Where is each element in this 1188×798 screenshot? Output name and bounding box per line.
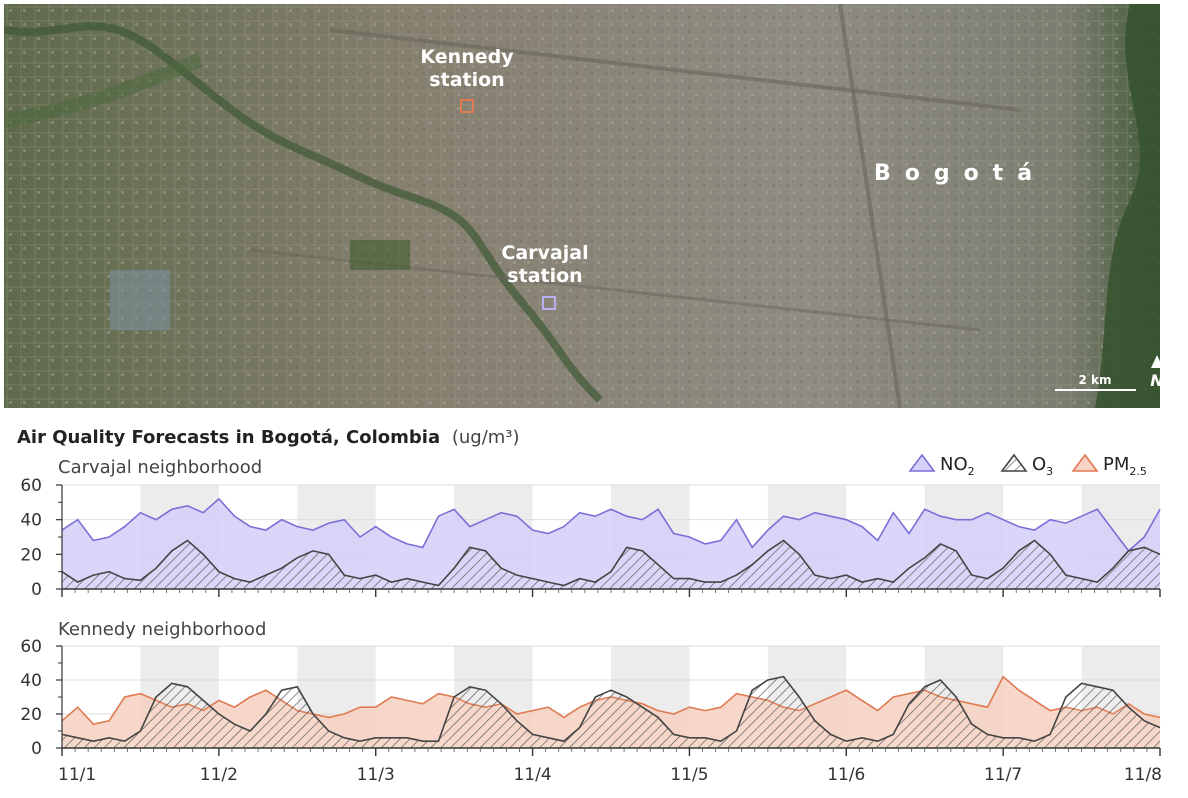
scale-label: 2 km bbox=[1078, 373, 1111, 387]
greenhouses bbox=[110, 270, 170, 330]
legend-o3: O3 bbox=[1032, 454, 1053, 478]
x-tick-label: 11/1 bbox=[58, 765, 96, 785]
chart-title-line: Air Quality Forecasts in Bogotá, Colombi… bbox=[17, 427, 520, 448]
road bbox=[329, 28, 1021, 112]
series-line-no2 bbox=[61, 497, 1161, 553]
panel-subtitle: Carvajal neighborhood bbox=[58, 457, 262, 478]
series-area-o3 bbox=[62, 676, 1160, 748]
y-tick-label: 0 bbox=[31, 580, 42, 600]
series-line-o3 bbox=[61, 675, 1161, 743]
y-tick-label: 0 bbox=[31, 739, 42, 759]
y-tick-label: 40 bbox=[20, 671, 42, 691]
carvajal-station-marker bbox=[542, 296, 556, 310]
river bbox=[4, 22, 603, 403]
carvajal-label-line1: Carvajal bbox=[501, 242, 588, 264]
carvajal-label-line2: station bbox=[507, 265, 582, 287]
panel-subtitle: Kennedy neighborhood bbox=[58, 619, 266, 640]
chart-units: (ug/m³) bbox=[452, 427, 520, 448]
legend-no2-swatch bbox=[908, 453, 936, 472]
chart-kennedy: Kennedy neighborhood 0 20 40 60 11/1 11/2 11/3 1… bbox=[20, 619, 1162, 785]
x-tick-label: 11/3 bbox=[357, 765, 395, 785]
y-tick-label: 40 bbox=[20, 511, 42, 531]
park bbox=[350, 240, 410, 270]
x-tick-label: 11/7 bbox=[984, 765, 1022, 785]
series-area-o3 bbox=[62, 540, 1160, 589]
chart-carvajal: Carvajal neighborhood 0 20 40 60 bbox=[20, 457, 1161, 600]
legend-pm25: PM2.5 bbox=[1103, 454, 1147, 478]
legend-no2: NO2 bbox=[940, 454, 975, 478]
series-line-o3 bbox=[61, 539, 1161, 587]
y-tick-label: 20 bbox=[20, 705, 42, 725]
x-tick-label: 11/8 bbox=[1124, 765, 1162, 785]
north-arrow-icon bbox=[1151, 355, 1163, 368]
kennedy-label-line1: Kennedy bbox=[420, 46, 514, 68]
hills bbox=[1095, 4, 1160, 408]
y-tick-label: 60 bbox=[20, 476, 42, 496]
y-tick-label: 20 bbox=[20, 545, 42, 565]
legend-pm25-swatch bbox=[1071, 453, 1099, 472]
legend-o3-swatch bbox=[1000, 453, 1028, 472]
x-tick-label: 11/2 bbox=[200, 765, 238, 785]
green-area bbox=[4, 53, 203, 127]
y-tick-label: 60 bbox=[20, 637, 42, 657]
x-tick-label: 11/4 bbox=[513, 765, 551, 785]
satellite-map bbox=[4, 4, 1160, 408]
kennedy-station-marker bbox=[460, 99, 474, 113]
city-label: Bogotá bbox=[874, 161, 1046, 186]
legend: NO2 O3 PM2.5 bbox=[908, 453, 1147, 478]
north-label: N bbox=[1150, 371, 1164, 390]
chart-title: Air Quality Forecasts in Bogotá, Colombi… bbox=[17, 427, 440, 448]
map-texture bbox=[4, 4, 1160, 408]
road bbox=[838, 4, 902, 408]
x-tick-label: 11/6 bbox=[827, 765, 865, 785]
x-tick-label: 11/5 bbox=[670, 765, 708, 785]
kennedy-label-line2: station bbox=[429, 69, 504, 91]
